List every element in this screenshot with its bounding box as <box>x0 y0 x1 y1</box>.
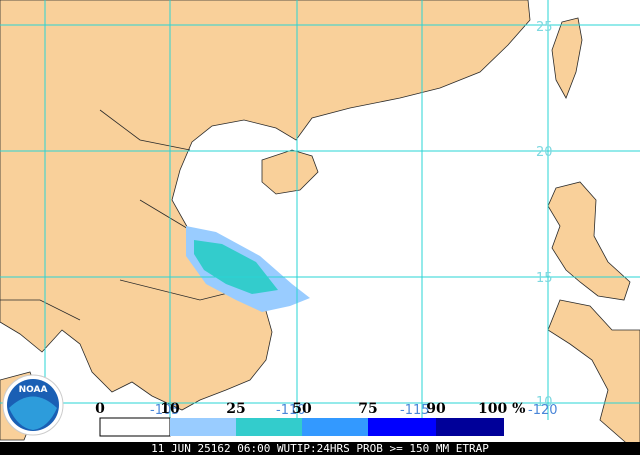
lat-label: 15 <box>536 271 553 286</box>
lat-label: 25 <box>536 20 553 35</box>
legend-tick: 25 <box>226 401 245 417</box>
logo-text: NOAA <box>19 385 48 395</box>
lon-label: -115 <box>400 403 430 418</box>
taiwan <box>551 17 583 99</box>
legend-tick: 10 <box>160 401 180 417</box>
legend-tick: 100 % <box>478 401 525 417</box>
border <box>0 299 81 321</box>
lat-label: 10 <box>536 395 553 410</box>
legend-box <box>368 418 436 436</box>
luzon <box>547 181 631 301</box>
noaa-logo: NOAA <box>2 374 64 436</box>
legend-tick: 90 <box>426 401 446 417</box>
legend-tick: 50 <box>292 401 312 417</box>
logo-wave <box>9 396 57 430</box>
graticule <box>0 0 640 420</box>
legend-box <box>302 418 368 436</box>
legend-box <box>436 418 504 436</box>
legend-box <box>236 418 302 436</box>
footer-bar <box>0 442 640 455</box>
lat-label: 20 <box>536 145 553 160</box>
footer-text: 11 JUN 25162 06:00 WUTIP:24HRS PROB >= 1… <box>151 442 489 455</box>
color-legend: 0 10 25 50 75 90 100 % <box>95 401 525 437</box>
legend-box <box>99 417 171 437</box>
legend-tick: 0 <box>95 401 105 417</box>
rain-probability-swath <box>186 226 310 312</box>
lon-label: -120 <box>528 403 558 418</box>
legend-box <box>170 418 236 436</box>
southern-philippines <box>547 299 640 455</box>
swath-25 <box>194 240 278 294</box>
legend-tick: 75 <box>358 401 377 417</box>
lon-label: -105 <box>150 403 180 418</box>
lon-label: -110 <box>276 403 306 418</box>
